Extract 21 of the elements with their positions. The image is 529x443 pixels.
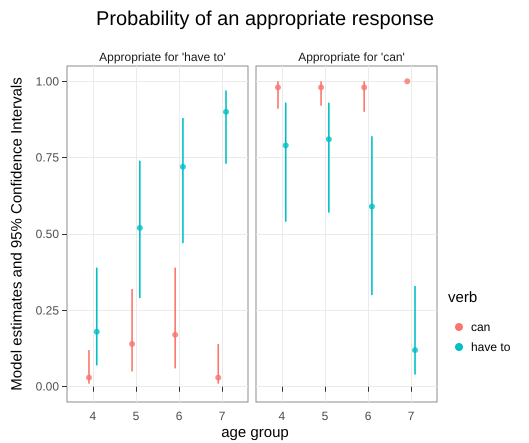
y-tick-label: 0.00 [36, 380, 60, 394]
x-tick-label: 7 [408, 409, 415, 423]
x-axis-title: age group [221, 424, 289, 441]
y-tick-label: 0.50 [36, 227, 60, 241]
x-tick-label: 5 [132, 409, 140, 423]
chart-title: Probability of an appropriate response [96, 8, 434, 31]
x-tick-label: 7 [218, 409, 226, 423]
legend-title: verb [448, 289, 478, 306]
y-tick-label: 0.25 [36, 303, 60, 318]
chart-subtitle: Appropriate for 'have to' [99, 50, 226, 64]
x-tick-label: 6 [176, 409, 183, 423]
y-axis-title: Model estimates and 95% Confidence Intervals [8, 77, 26, 391]
x-tick-label: 4 [278, 409, 286, 423]
chart-subtitle: Appropriate for 'can' [298, 50, 405, 64]
y-tick-label: 1.00 [36, 74, 60, 88]
x-tick-label: 4 [90, 409, 97, 423]
y-tick-label: 0.75 [36, 150, 60, 165]
legend-label: have to [471, 340, 511, 354]
legend-label: can [471, 320, 490, 334]
x-tick-label: 5 [322, 409, 329, 423]
x-tick-label: 6 [364, 409, 372, 423]
